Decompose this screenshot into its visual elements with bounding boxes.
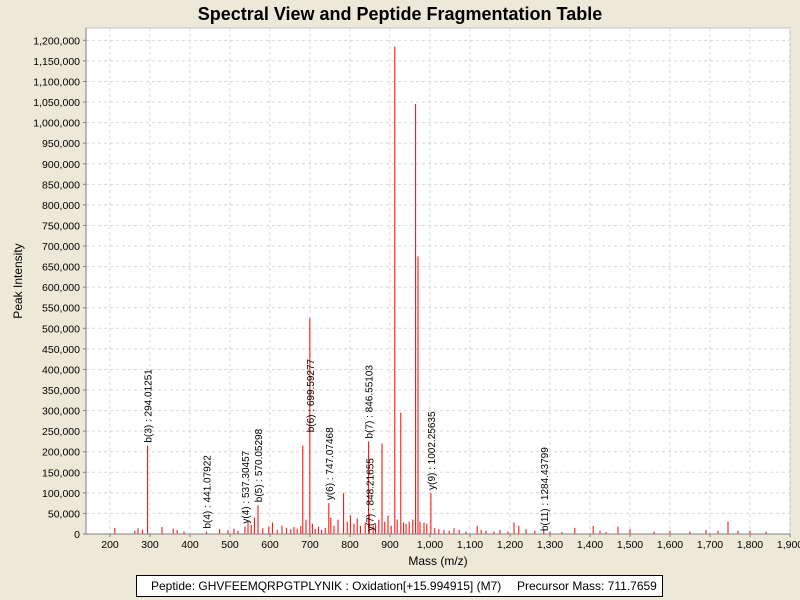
y-tick-label: 950,000 [42, 138, 80, 150]
y-tick-label: 150,000 [42, 467, 80, 479]
y-tick-label: 1,100,000 [33, 76, 80, 88]
x-tick-label: 1,100 [457, 539, 483, 551]
x-tick-label: 1,000 [417, 539, 443, 551]
y-axis-label: Peak Intensity [11, 243, 25, 318]
x-tick-label: 600 [261, 539, 279, 551]
y-tick-label: 900,000 [42, 159, 80, 171]
y-tick-label: 800,000 [42, 200, 80, 212]
x-tick-label: 1,300 [537, 539, 563, 551]
peak-bars [114, 46, 767, 534]
x-tick-label: 1,500 [617, 539, 643, 551]
y-axis: 0 50,000 100,000 150,000 200,000 250,000 300,0… [33, 28, 87, 541]
y-tick-label: 0 [74, 529, 80, 541]
y-tick-label: 750,000 [42, 220, 80, 232]
x-tick-label: 300 [141, 539, 159, 551]
x-tick-label: 800 [341, 539, 359, 551]
plot-area [85, 27, 791, 535]
x-tick-label: 1,600 [657, 539, 683, 551]
fragment-annotations: b(3) : 294.01251 b(4) : 441.07922 y(4) : 5… [144, 358, 551, 531]
x-tick-label: 400 [181, 539, 199, 551]
y-tick-label: 1,150,000 [33, 56, 80, 68]
fragment-label: y(6) : 747.07468 [325, 427, 336, 500]
x-tick-label: 1,200 [497, 539, 523, 551]
y-tick-label: 250,000 [42, 426, 80, 438]
y-tick-label: 850,000 [42, 179, 80, 191]
y-tick-label: 1,000,000 [33, 118, 80, 130]
x-tick-label: 200 [101, 539, 119, 551]
x-tick-label: 1,400 [577, 539, 603, 551]
y-tick-label: 600,000 [42, 282, 80, 294]
precursor-mass: Precursor Mass: 711.7659 [517, 579, 657, 593]
y-tick-label: 700,000 [42, 241, 80, 253]
y-tick-label: 400,000 [42, 364, 80, 376]
fragment-label: b(6) : 699.59277 [306, 358, 317, 432]
x-axis: 200 300 400 500 600 700 800 900 1,000 1,100 1,200 1… [86, 533, 800, 551]
x-tick-label: 500 [221, 539, 239, 551]
y-tick-label: 1,050,000 [33, 97, 80, 109]
y-tick-label: 650,000 [42, 262, 80, 274]
fragment-label: b(4) : 441.07922 [202, 455, 213, 529]
y-tick-label: 300,000 [42, 406, 80, 418]
y-tick-label: 50,000 [48, 508, 80, 520]
fragment-label: b(7) : 846.55103 [365, 365, 376, 439]
y-tick-label: 500,000 [42, 323, 80, 335]
x-tick-label: 900 [381, 539, 399, 551]
y-tick-label: 450,000 [42, 344, 80, 356]
x-tick-label: 700 [301, 539, 319, 551]
fragment-label: b(3) : 294.01251 [144, 369, 155, 443]
x-tick-label: 1,900 [777, 539, 800, 551]
y-tick-label: 100,000 [42, 488, 80, 500]
x-tick-label: 1,700 [697, 539, 723, 551]
chart-title: Spectral View and Peptide Fragmentation … [198, 4, 602, 24]
peptide-sequence: Peptide: GHVFEEMQRPGTPLYNIK : Oxidation[… [151, 579, 502, 593]
fragment-label: y(4) : 537.30457 [241, 450, 252, 523]
fragment-label: b(11) : 1284.43799 [540, 447, 551, 531]
y-tick-label: 1,200,000 [33, 35, 80, 47]
peptide-legend: Peptide: GHVFEEMQRPGTPLYNIK : Oxidation[… [136, 575, 663, 597]
y-tick-label: 200,000 [42, 447, 80, 459]
x-axis-label: Mass (m/z) [408, 554, 467, 568]
fragment-label: y(9) : 1002.25635 [427, 411, 438, 490]
fragment-label: b(5) : 570.05298 [254, 428, 265, 502]
y-tick-label: 550,000 [42, 303, 80, 315]
y-tick-label: 350,000 [42, 385, 80, 397]
grid-lines [86, 28, 791, 534]
x-tick-label: 1,800 [737, 539, 763, 551]
fragment-label: y(7) : 848.21655 [365, 458, 376, 531]
